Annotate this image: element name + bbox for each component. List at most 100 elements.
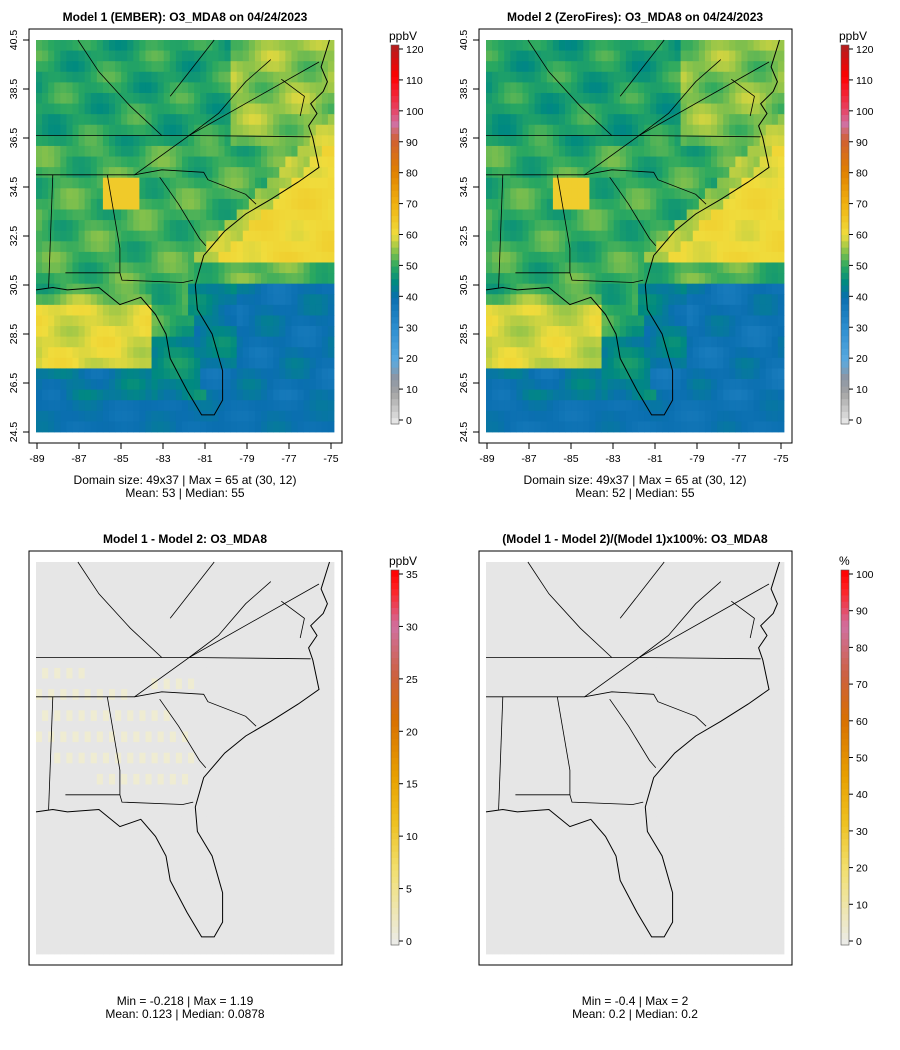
grid-cell: [285, 668, 291, 679]
grid-cell: [285, 220, 291, 231]
grid-cell: [225, 157, 231, 168]
grid-cell: [109, 594, 115, 605]
grid-cell: [699, 400, 705, 411]
grid-cell: [121, 732, 127, 743]
grid-cell: [255, 379, 261, 390]
grid-cell: [237, 61, 243, 72]
grid-cell: [516, 337, 522, 348]
grid-cell: [723, 241, 729, 252]
grid-cell: [188, 315, 194, 326]
grid-cell: [298, 732, 304, 743]
grid-cell: [522, 135, 528, 146]
grid-cell: [36, 795, 42, 806]
grid-cell: [522, 220, 528, 231]
grid-cell: [565, 400, 571, 411]
grid-cell: [328, 326, 334, 337]
grid-cell: [498, 135, 504, 146]
grid-cell: [176, 411, 182, 422]
grid-cell: [72, 178, 78, 189]
grid-cell: [231, 125, 237, 136]
grid-cell: [200, 305, 206, 316]
grid-cell: [304, 594, 310, 605]
grid-cell: [291, 273, 297, 284]
grid-cell: [304, 284, 310, 295]
grid-cell: [267, 368, 273, 379]
grid-cell: [72, 657, 78, 668]
grid-cell: [656, 104, 662, 115]
grid-cell: [577, 104, 583, 115]
y-tick-label: 28.5: [8, 324, 20, 345]
grid-cell: [85, 135, 91, 146]
grid-cell: [170, 753, 176, 764]
grid-cell: [139, 178, 145, 189]
grid-cell: [693, 241, 699, 252]
grid-cell: [243, 231, 249, 242]
grid-cell: [583, 82, 589, 93]
grid-cell: [504, 125, 510, 136]
grid-cell: [121, 379, 127, 390]
grid-cell: [754, 114, 760, 125]
grid-cell: [571, 273, 577, 284]
grid-cell: [48, 294, 54, 305]
grid-cell: [231, 784, 237, 795]
grid-cell: [158, 604, 164, 615]
grid-cell: [285, 774, 291, 785]
grid-cell: [298, 51, 304, 62]
grid-cell: [741, 40, 747, 51]
grid-cell: [225, 368, 231, 379]
grid-cell: [516, 390, 522, 401]
grid-cell: [760, 157, 766, 168]
grid-cell: [176, 732, 182, 743]
grid-cell: [164, 583, 170, 594]
grid-cell: [152, 668, 158, 679]
grid-cell: [170, 679, 176, 690]
grid-cell: [255, 784, 261, 795]
grid-cell: [133, 721, 139, 732]
grid-cell: [614, 210, 620, 221]
grid-cell: [182, 774, 188, 785]
grid-cell: [675, 40, 681, 51]
grid-cell: [711, 125, 717, 136]
grid-cell: [589, 273, 595, 284]
caption-stats: Domain size: 49x37 | Max = 65 at (30, 12…: [524, 473, 747, 487]
grid-cell: [85, 795, 91, 806]
grid-cell: [79, 615, 85, 626]
grid-cell: [115, 284, 121, 295]
grid-cell: [48, 753, 54, 764]
grid-cell: [492, 167, 498, 178]
grid-cell: [176, 326, 182, 337]
grid-cell: [188, 710, 194, 721]
grid-cell: [218, 721, 224, 732]
grid-cell: [656, 135, 662, 146]
grid-cell: [243, 784, 249, 795]
grid-cell: [492, 326, 498, 337]
grid-cell: [310, 347, 316, 358]
grid-cell: [212, 689, 218, 700]
grid-cell: [194, 604, 200, 615]
grid-cell: [687, 93, 693, 104]
grid-cell: [103, 636, 109, 647]
grid-cell: [225, 337, 231, 348]
grid-cell: [516, 368, 522, 379]
grid-cell: [741, 93, 747, 104]
grid-cell: [632, 114, 638, 125]
grid-cell: [778, 411, 784, 422]
grid-cell: [127, 241, 133, 252]
grid-cell: [589, 72, 595, 83]
grid-cell: [72, 742, 78, 753]
grid-cell: [267, 40, 273, 51]
grid-cell: [109, 315, 115, 326]
grid-cell: [316, 114, 322, 125]
colorbar-segment: [391, 329, 399, 336]
grid-cell: [772, 284, 778, 295]
grid-cell: [158, 732, 164, 743]
grid-cell: [322, 104, 328, 115]
grid-cell: [559, 178, 565, 189]
grid-cell: [626, 178, 632, 189]
grid-cell: [541, 114, 547, 125]
grid-cell: [206, 784, 212, 795]
grid-cell: [158, 72, 164, 83]
grid-cell: [547, 421, 553, 432]
grid-cell: [48, 315, 54, 326]
